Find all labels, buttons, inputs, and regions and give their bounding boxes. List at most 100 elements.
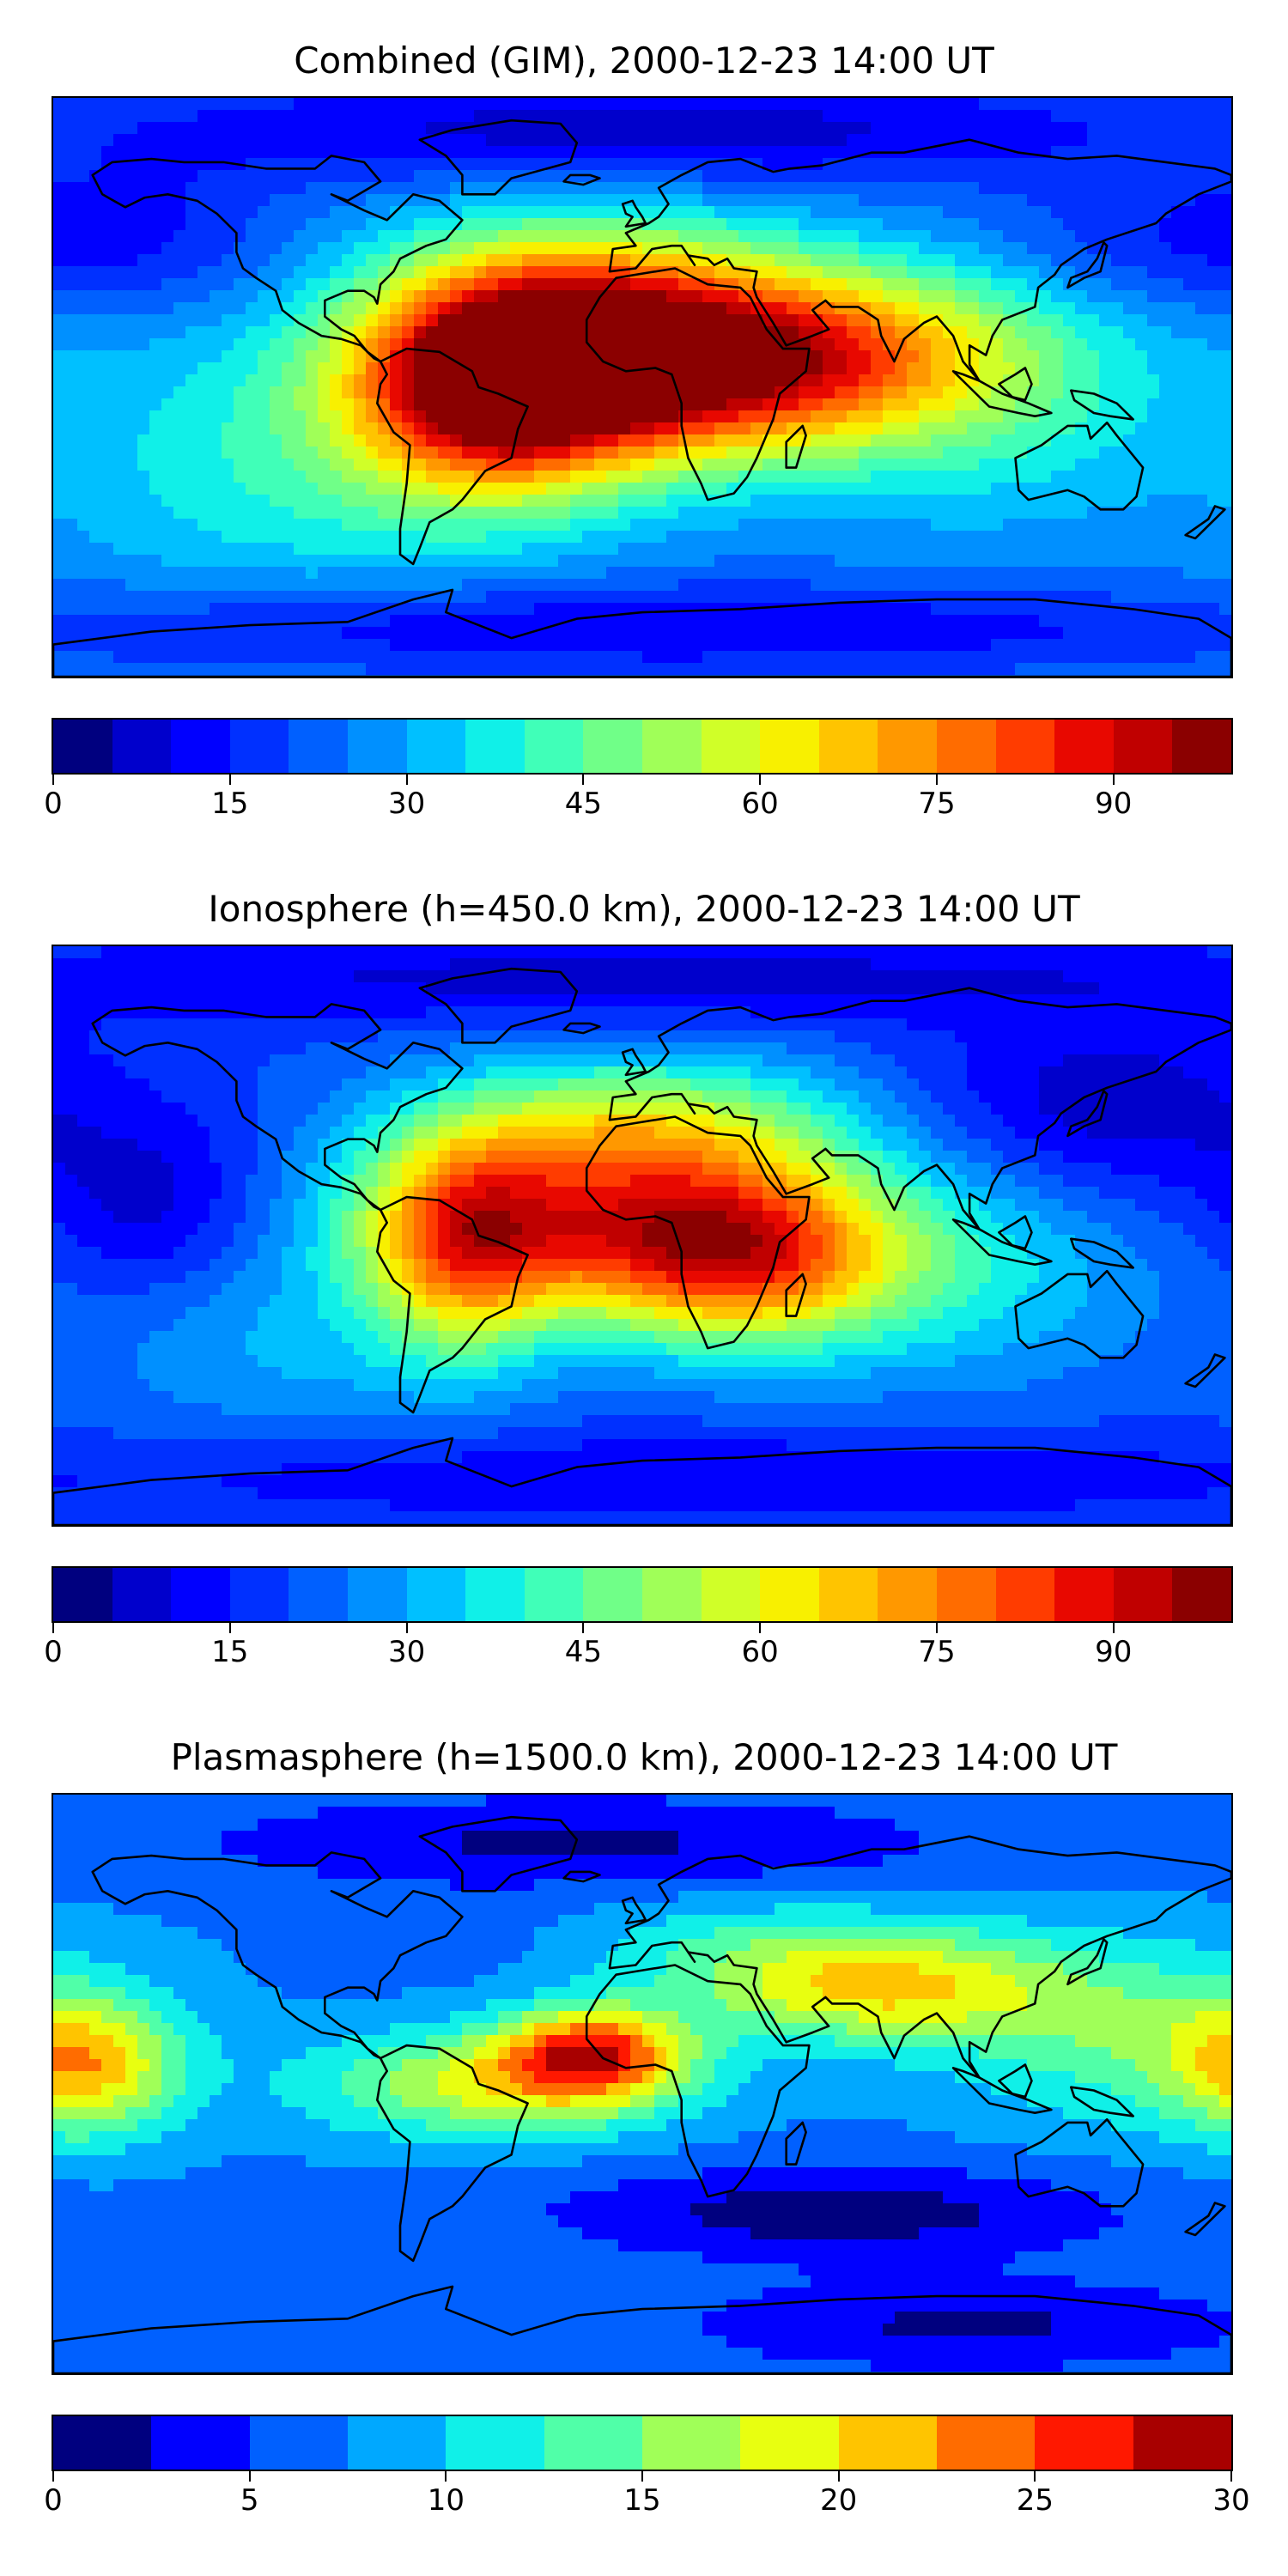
colorbar-tick bbox=[759, 775, 762, 785]
tec-map-combined bbox=[53, 98, 1231, 677]
colorbar-tick bbox=[445, 2471, 447, 2482]
coastline-iceland bbox=[562, 173, 601, 186]
colorbar-tick-label: 20 bbox=[820, 2483, 858, 2518]
colorbar-tick-label: 75 bbox=[918, 1635, 956, 1669]
coastline-north-america bbox=[91, 155, 464, 363]
colorbar-ticks-combined: 0 15 30 45 60 75 90 bbox=[44, 775, 1233, 826]
coastline-south-america bbox=[376, 2044, 529, 2263]
coastlines bbox=[53, 967, 1231, 1525]
colorbar-tick-label: 15 bbox=[211, 787, 249, 821]
colorbar-segment bbox=[347, 2416, 447, 2470]
colorbar-segment bbox=[701, 720, 761, 773]
coastline-north-america bbox=[91, 1003, 464, 1212]
colorbar-segment bbox=[878, 720, 937, 773]
colorbar-tick-label: 25 bbox=[1016, 2483, 1054, 2518]
colorbar-segment bbox=[465, 720, 525, 773]
colorbar-segment bbox=[289, 1568, 348, 1621]
colorbar-segment bbox=[701, 1568, 761, 1621]
coastline-eurasia bbox=[608, 1835, 1231, 2079]
colorbar-tick-label: 45 bbox=[564, 787, 603, 821]
colorbar-combined bbox=[52, 718, 1233, 775]
colorbar-segment bbox=[53, 1568, 112, 1621]
colorbar-ionosphere bbox=[52, 1566, 1233, 1623]
coastline-indonesia bbox=[951, 2067, 1053, 2114]
colorbar-segment bbox=[524, 720, 584, 773]
coastline-borneo bbox=[998, 367, 1033, 402]
coastline-madagascar bbox=[785, 2121, 807, 2166]
coastline-new-zealand bbox=[1184, 1353, 1226, 1388]
tec-field bbox=[53, 946, 1231, 1525]
panel-title-ionosphere: Ionosphere (h=450.0 km), 2000-12-23 14:0… bbox=[208, 888, 1080, 930]
tec-field bbox=[53, 1795, 1231, 2373]
coastline-greenland bbox=[418, 967, 579, 1044]
colorbar-tick bbox=[1112, 775, 1115, 785]
coastline-south-america bbox=[376, 1195, 529, 1414]
colorbar-tick-label: 5 bbox=[240, 2483, 259, 2518]
colorbar-segment bbox=[1113, 720, 1173, 773]
coastline-britain bbox=[621, 1048, 647, 1077]
coastline-madagascar bbox=[785, 1273, 807, 1317]
panel-title-plasmasphere: Plasmasphere (h=1500.0 km), 2000-12-23 1… bbox=[170, 1736, 1118, 1778]
colorbar-segment bbox=[1133, 2416, 1231, 2470]
colorbar-segment bbox=[151, 2416, 250, 2470]
colorbar-ticks-plasmasphere: 0 5 10 15 20 25 30 bbox=[44, 2471, 1250, 2523]
colorbar-tick-label: 90 bbox=[1095, 1635, 1133, 1669]
coastline-south-america bbox=[376, 347, 529, 566]
colorbar-segment bbox=[406, 1568, 466, 1621]
colorbar-tick bbox=[1230, 2471, 1232, 2482]
colorbar-ticks-ionosphere: 0 15 30 45 60 75 90 bbox=[44, 1623, 1233, 1674]
colorbar-tick bbox=[837, 2471, 840, 2482]
colorbar-tick bbox=[1112, 1623, 1115, 1633]
colorbar-tick-label: 60 bbox=[741, 1635, 779, 1669]
panel-title-combined: Combined (GIM), 2000-12-23 14:00 UT bbox=[294, 39, 994, 82]
coastline-greenland bbox=[418, 118, 579, 196]
coastline-australia bbox=[1014, 421, 1145, 511]
coastline-antarctica bbox=[53, 588, 1231, 677]
colorbar-segment bbox=[878, 1568, 937, 1621]
coastline-antarctica bbox=[53, 1437, 1231, 1525]
coastline-eurasia bbox=[608, 987, 1231, 1230]
coastline-indonesia bbox=[951, 1218, 1053, 1266]
colorbar-segment bbox=[347, 720, 407, 773]
coastline-japan bbox=[1066, 1938, 1109, 1986]
coastline-new-zealand bbox=[1184, 505, 1226, 540]
coastline-borneo bbox=[998, 2063, 1033, 2099]
colorbar-tick bbox=[1034, 2471, 1036, 2482]
map-combined bbox=[52, 96, 1233, 678]
coastline-africa bbox=[585, 1964, 811, 2198]
colorbar-tick bbox=[582, 1623, 585, 1633]
colorbar-tick bbox=[936, 775, 938, 785]
colorbar-segment bbox=[249, 2416, 348, 2470]
colorbar-tick-label: 0 bbox=[44, 787, 63, 821]
colorbar-segment bbox=[1172, 1568, 1231, 1621]
colorbar-segment bbox=[936, 2416, 1036, 2470]
colorbar-plasmasphere bbox=[52, 2415, 1233, 2471]
colorbar-segment bbox=[171, 1568, 230, 1621]
coastline-africa bbox=[585, 267, 811, 501]
colorbar-tick bbox=[228, 775, 231, 785]
coastline-eurasia bbox=[608, 138, 1231, 382]
colorbar-tick bbox=[52, 775, 54, 785]
colorbar-tick-label: 30 bbox=[1212, 2483, 1250, 2518]
coastline-britain bbox=[621, 199, 647, 228]
coastline-north-america bbox=[91, 1851, 464, 2060]
colorbar-segment bbox=[936, 1568, 996, 1621]
colorbar-segment bbox=[1113, 1568, 1173, 1621]
colorbar-segment bbox=[289, 720, 348, 773]
coastline-britain bbox=[621, 1896, 647, 1925]
colorbar-segment bbox=[995, 720, 1055, 773]
colorbar-segment bbox=[641, 720, 702, 773]
colorbar-segment bbox=[583, 1568, 642, 1621]
coastlines bbox=[53, 1815, 1231, 2373]
coastline-antarctica bbox=[53, 2285, 1231, 2373]
coastline-africa bbox=[585, 1115, 811, 1350]
colorbar-segment bbox=[583, 720, 642, 773]
colorbar-tick bbox=[228, 1623, 231, 1633]
colorbar-tick bbox=[52, 2471, 54, 2482]
colorbar-tick-label: 60 bbox=[741, 787, 779, 821]
coastline-japan bbox=[1066, 1090, 1109, 1138]
colorbar-segment bbox=[936, 720, 996, 773]
colorbar-segment bbox=[229, 720, 289, 773]
colorbar-segment bbox=[171, 720, 230, 773]
colorbar-tick bbox=[759, 1623, 762, 1633]
